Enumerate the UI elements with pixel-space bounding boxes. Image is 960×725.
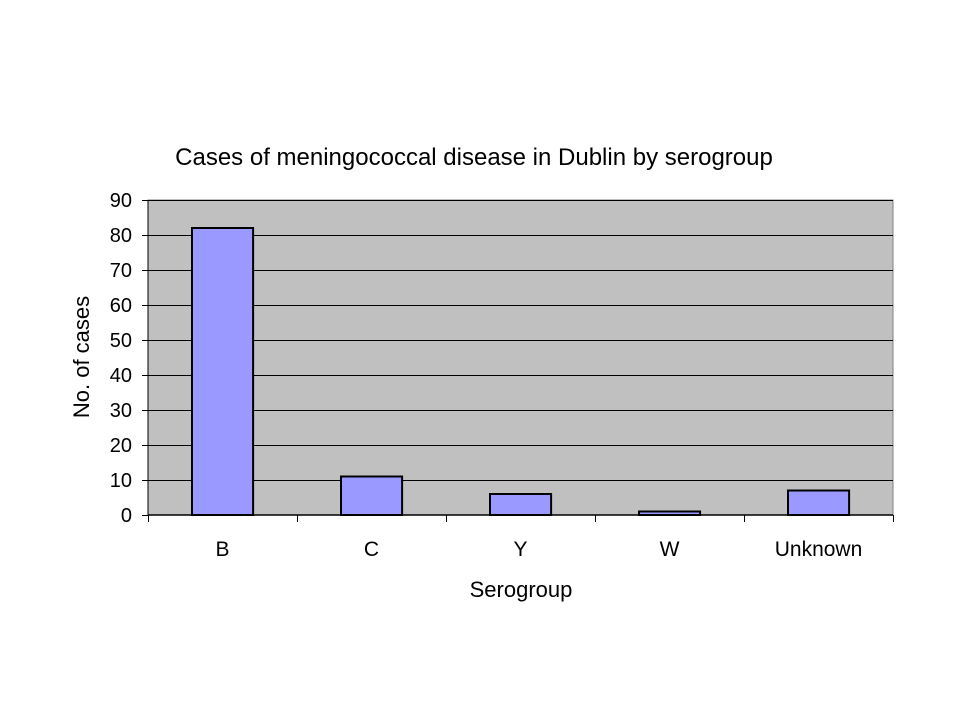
bar-c bbox=[340, 475, 404, 516]
x-category-labels: B C Y W Unknown bbox=[215, 538, 862, 561]
x-category-label: Unknown bbox=[775, 538, 863, 561]
y-axis-title: No. of cases bbox=[69, 296, 94, 418]
bar-unknown bbox=[787, 489, 851, 516]
axes bbox=[142, 200, 894, 522]
y-tick-label: 0 bbox=[121, 505, 132, 527]
bars bbox=[191, 227, 851, 516]
x-category-label: B bbox=[215, 538, 229, 561]
y-tick-label: 90 bbox=[110, 190, 132, 212]
gridlines bbox=[148, 200, 893, 481]
bar-b bbox=[191, 227, 255, 516]
y-tick-label: 40 bbox=[110, 365, 132, 387]
bar-y bbox=[489, 493, 553, 516]
y-tick-label: 50 bbox=[110, 330, 132, 352]
y-tick-label: 60 bbox=[110, 295, 132, 317]
y-tick-label: 80 bbox=[110, 225, 132, 247]
y-tick-label: 70 bbox=[110, 260, 132, 282]
x-axis-title: Serogroup bbox=[470, 577, 573, 602]
x-category-label: W bbox=[660, 538, 680, 561]
chart-title: Cases of meningococcal disease in Dublin… bbox=[175, 144, 773, 171]
y-tick-label: 30 bbox=[110, 400, 132, 422]
y-tick-labels: 0 10 20 30 40 50 60 70 80 90 bbox=[110, 190, 132, 527]
y-tick-label: 10 bbox=[110, 470, 132, 492]
plot-area bbox=[147, 199, 894, 516]
x-category-label: Y bbox=[513, 538, 527, 561]
y-tick-label: 20 bbox=[110, 435, 132, 457]
x-category-label: C bbox=[364, 538, 379, 561]
